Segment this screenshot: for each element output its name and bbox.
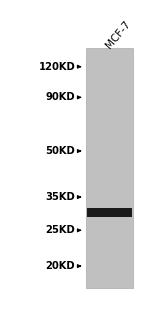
Text: 20KD: 20KD xyxy=(45,261,75,271)
Text: MCF-7: MCF-7 xyxy=(104,19,133,50)
Text: 120KD: 120KD xyxy=(38,62,75,72)
Bar xyxy=(86,47,133,288)
Text: 90KD: 90KD xyxy=(45,92,75,102)
Text: 25KD: 25KD xyxy=(45,225,75,235)
Bar xyxy=(87,208,132,217)
Text: 50KD: 50KD xyxy=(45,146,75,156)
Text: 35KD: 35KD xyxy=(45,192,75,202)
